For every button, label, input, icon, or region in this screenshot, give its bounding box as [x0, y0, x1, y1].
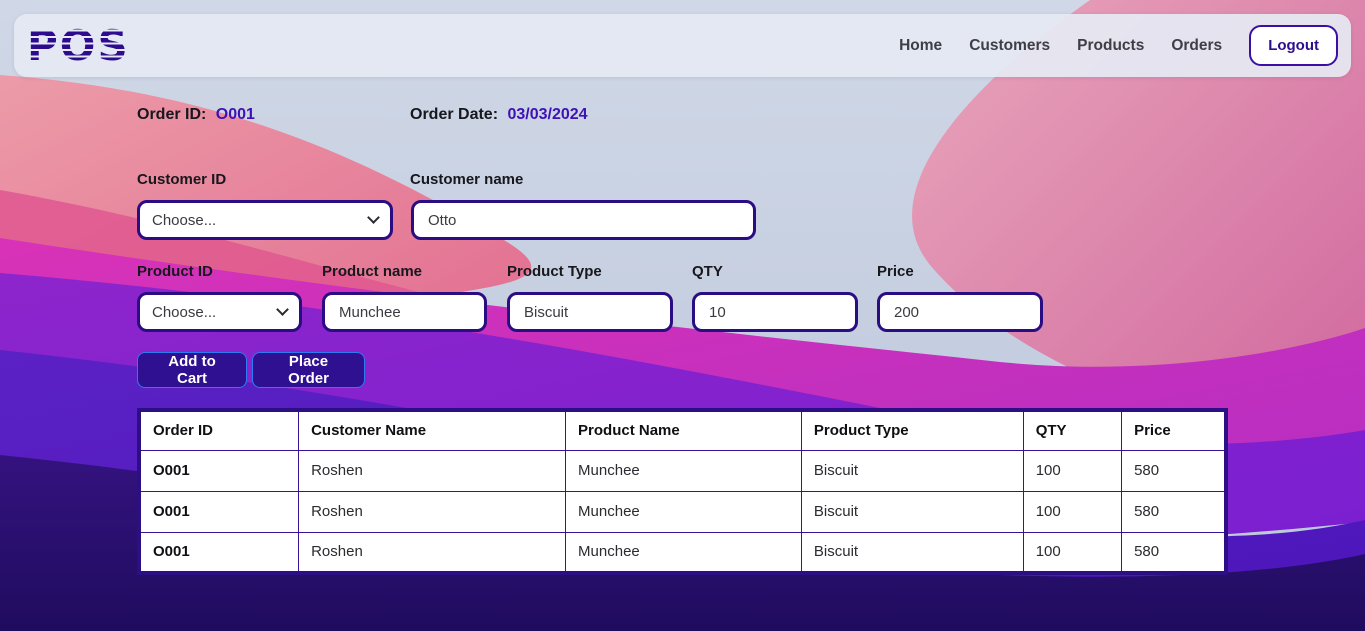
cell-qty: 100: [1022, 531, 1123, 574]
order-id-label: Order ID:: [137, 106, 207, 123]
cell-customer-name: Roshen: [298, 531, 567, 574]
cell-order-id: O001: [138, 490, 300, 533]
cell-price: 580: [1121, 531, 1227, 574]
product-name-input[interactable]: [322, 292, 487, 332]
table-row: O001 Roshen Munchee Biscuit 100 580: [138, 490, 1227, 533]
cell-product-type: Biscuit: [800, 449, 1024, 492]
product-name-label: Product name: [322, 263, 423, 280]
logout-button[interactable]: Logout: [1249, 25, 1338, 66]
order-id-value: O001: [215, 106, 255, 123]
nav-customers[interactable]: Customers: [969, 36, 1051, 54]
cell-product-type: Biscuit: [800, 490, 1024, 533]
cell-product-type: Biscuit: [800, 531, 1024, 574]
product-type-field: [507, 292, 673, 332]
add-to-cart-button[interactable]: Add to Cart: [137, 352, 247, 388]
place-order-button[interactable]: Place Order: [252, 352, 365, 388]
col-header-price: Price: [1121, 409, 1227, 451]
table-header-row: Order ID Customer Name Product Name Prod…: [138, 409, 1227, 451]
customer-name-label: Customer name: [410, 171, 524, 188]
product-type-input[interactable]: [507, 292, 673, 332]
cell-product-name: Munchee: [565, 449, 802, 492]
col-header-product-type: Product Type: [800, 409, 1024, 451]
cell-price: 580: [1121, 490, 1227, 533]
price-label: Price: [877, 263, 914, 280]
customer-id-label: Customer ID: [137, 171, 227, 188]
top-navbar: POS Home Customers Products Orders Logou…: [14, 14, 1351, 77]
cell-qty: 100: [1022, 490, 1123, 533]
product-id-field: Choose...: [137, 292, 302, 332]
cell-order-id: O001: [138, 449, 300, 492]
order-id-group: Order ID: O001: [137, 106, 255, 124]
col-header-customer-name: Customer Name: [298, 409, 567, 451]
customer-id-field: Choose...: [137, 200, 393, 240]
price-field: [877, 292, 1043, 332]
orders-table: Order ID Customer Name Product Name Prod…: [137, 408, 1228, 575]
customer-id-select[interactable]: Choose...: [137, 200, 393, 240]
pos-logo: POS: [27, 20, 130, 70]
product-name-field: [322, 292, 487, 332]
main-nav: Home Customers Products Orders Logout: [899, 25, 1338, 66]
table-row: O001 Roshen Munchee Biscuit 100 580: [138, 531, 1227, 574]
nav-orders[interactable]: Orders: [1171, 36, 1223, 54]
product-type-label: Product Type: [507, 263, 602, 280]
qty-input[interactable]: [692, 292, 858, 332]
price-input[interactable]: [877, 292, 1043, 332]
qty-label: QTY: [692, 263, 723, 280]
qty-field: [692, 292, 858, 332]
nav-products[interactable]: Products: [1077, 36, 1145, 54]
order-date-label: Order Date:: [410, 106, 499, 123]
order-date-group: Order Date: 03/03/2024: [410, 106, 588, 124]
col-header-qty: QTY: [1022, 409, 1123, 451]
orders-table-body: O001 Roshen Munchee Biscuit 100 580 O001 Roshen…: [138, 449, 1227, 574]
cell-product-name: Munchee: [565, 490, 802, 533]
nav-home[interactable]: Home: [899, 36, 943, 54]
customer-name-input[interactable]: [411, 200, 756, 240]
order-date-value: 03/03/2024: [507, 106, 588, 123]
cell-product-name: Munchee: [565, 531, 802, 574]
col-header-product-name: Product Name: [565, 409, 802, 451]
product-id-select[interactable]: Choose...: [137, 292, 302, 332]
table-row: O001 Roshen Munchee Biscuit 100 580: [138, 449, 1227, 492]
cell-customer-name: Roshen: [298, 449, 567, 492]
col-header-order-id: Order ID: [138, 409, 300, 451]
product-id-label: Product ID: [137, 263, 213, 280]
cell-customer-name: Roshen: [298, 490, 567, 533]
orders-table-head: Order ID Customer Name Product Name Prod…: [138, 409, 1227, 451]
cell-order-id: O001: [138, 531, 300, 574]
cell-price: 580: [1121, 449, 1227, 492]
cell-qty: 100: [1022, 449, 1123, 492]
customer-name-field: [411, 200, 756, 240]
